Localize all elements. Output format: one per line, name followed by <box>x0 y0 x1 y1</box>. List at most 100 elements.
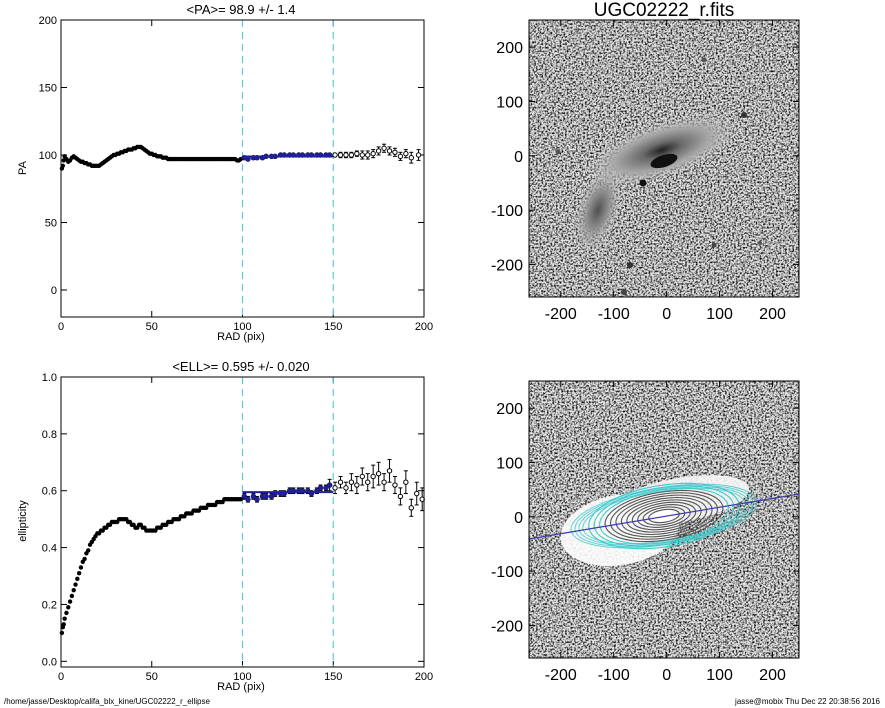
ell-y-tick-label: 0.2 <box>42 599 57 611</box>
fits-image-title: UGC02222_r.fits <box>594 0 734 21</box>
contour-y-tick-label: -200 <box>491 618 523 635</box>
contour-x-tick-label: 0 <box>662 667 671 684</box>
pa-y-tick-label: 0 <box>51 285 57 297</box>
ellipticity-profile-panel: <ELL>= 0.595 +/- 0.020 0 50 100 150 200 0.0 0.… <box>17 359 433 693</box>
contour-y-tick-label: 200 <box>496 401 523 418</box>
ell-dense-point <box>75 576 80 582</box>
ell-dense-point <box>76 570 82 576</box>
contour-image-panel: -200 -100 0 100 200 -200 -100 0 100 200 <box>491 380 800 684</box>
pa-dense-point <box>60 163 66 168</box>
pa-panel-title: <PA>= 98.9 +/- 1.4 <box>187 2 296 17</box>
pa-axes: 0 50 100 150 200 0 50 100 150 200 <box>39 15 434 333</box>
pa-x-tick-label: 0 <box>58 321 64 333</box>
contour-x-tick-label: -100 <box>598 667 630 684</box>
fits-x-tick-label: 200 <box>759 306 786 323</box>
pa-data-point <box>354 150 360 157</box>
contour-x-tick-label: 100 <box>706 667 733 684</box>
pa-data-point <box>370 150 376 157</box>
ell-y-axis-label: ellipticity <box>17 500 29 542</box>
ell-y-tick-label: 0.4 <box>42 543 57 555</box>
fits-y-tick-label: 200 <box>496 40 523 57</box>
ell-dense-point <box>69 593 75 599</box>
ell-fit-range-point <box>323 485 329 491</box>
ell-plot-frame <box>60 376 425 668</box>
ell-y-tick-label: 0.0 <box>42 656 57 668</box>
fits-image-panel: UGC02222_r.fits -200 -100 0 100 200 -200 -100 0… <box>491 0 800 323</box>
ell-data-point <box>392 482 398 488</box>
fits-x-tick-label: 100 <box>706 306 733 323</box>
ell-fit-range-point <box>327 482 333 488</box>
ell-x-tick-label: 0 <box>58 671 64 683</box>
pa-data-point <box>359 152 365 158</box>
pa-data-point <box>415 152 422 158</box>
contour-y-tick-label: 100 <box>496 455 523 472</box>
ell-data-point <box>332 485 338 491</box>
ell-dense-point <box>64 610 69 616</box>
ell-data-point <box>359 473 365 480</box>
ell-dense-point <box>59 630 65 636</box>
contour-x-tick-label: 200 <box>759 667 786 684</box>
timestamp-footer: jasse@mobix Thu Dec 22 20:38:56 2016 <box>734 697 881 706</box>
ell-data-point <box>354 482 360 488</box>
ell-fit-range-point <box>318 485 323 491</box>
pa-data-point <box>381 145 387 151</box>
star-marker <box>621 289 627 295</box>
pa-data-point <box>348 152 355 158</box>
ell-dense-point <box>66 605 71 610</box>
pa-data-point <box>375 148 382 154</box>
pa-y-tick-label: 50 <box>45 218 57 230</box>
pa-y-axis-label: PA <box>17 160 29 175</box>
file-path-footer: /home/jasse/Desktop/califa_blx_kine/UGC0… <box>4 697 210 706</box>
ell-dense-point <box>78 565 84 570</box>
ell-fit-range-point <box>263 494 269 499</box>
star-marker <box>741 112 747 118</box>
ell-dense-point <box>61 622 66 627</box>
ell-data-point <box>370 473 376 480</box>
ell-fit-range-point <box>250 494 256 499</box>
ell-x-tick-label: 150 <box>324 671 342 683</box>
fits-y-tick-label: -100 <box>491 203 523 220</box>
ell-axes: 0 50 100 150 200 0.0 0.2 0.4 0.6 0.8 1.0 <box>42 372 433 683</box>
pa-data-point <box>397 153 404 160</box>
fits-x-tick-label: -200 <box>545 306 577 323</box>
star-marker <box>639 179 647 187</box>
fits-image-axes: -200 -100 0 100 200 -200 -100 0 100 200 <box>491 20 799 323</box>
fits-x-tick-label: 0 <box>662 306 671 323</box>
ell-dense-point <box>67 599 73 604</box>
contour-image <box>529 381 799 658</box>
ell-data-point <box>408 505 414 511</box>
ell-data-point <box>381 479 387 485</box>
ell-y-tick-label: 1.0 <box>42 372 57 384</box>
pa-x-tick-label: 100 <box>233 321 251 333</box>
pa-data-point <box>392 149 398 156</box>
ell-data-point <box>343 485 349 491</box>
star-marker <box>555 149 561 155</box>
fits-x-tick-label: -100 <box>598 306 630 323</box>
star-marker <box>627 262 633 268</box>
pa-data-point <box>343 152 349 158</box>
pa-data-point <box>332 152 338 158</box>
pa-plot-frame <box>60 19 425 318</box>
ell-fit-range-point <box>260 494 265 499</box>
ell-panel-title: <ELL>= 0.595 +/- 0.020 <box>172 359 309 374</box>
contour-x-tick-label: -200 <box>545 667 577 684</box>
pa-x-tick-label: 200 <box>415 321 433 333</box>
star-marker <box>758 241 762 245</box>
pa-y-tick-label: 150 <box>39 83 57 95</box>
fits-y-tick-label: 0 <box>514 149 523 166</box>
major-axis-line <box>529 493 799 540</box>
ell-data-point <box>397 493 404 500</box>
ell-fit-range-point <box>245 496 251 502</box>
fits-image-frame <box>528 19 800 298</box>
pa-x-axis-label: RAD (pix) <box>217 331 265 343</box>
pa-data-point <box>365 152 371 158</box>
ell-data-point <box>414 490 420 497</box>
ell-data-point <box>365 479 371 485</box>
ell-dense-point <box>86 548 91 553</box>
ell-dense-point <box>82 556 87 562</box>
ell-x-tick-label: 100 <box>233 671 251 683</box>
ell-data-point <box>348 479 355 485</box>
contour-image-frame <box>528 380 800 659</box>
pa-data-point <box>337 152 344 158</box>
